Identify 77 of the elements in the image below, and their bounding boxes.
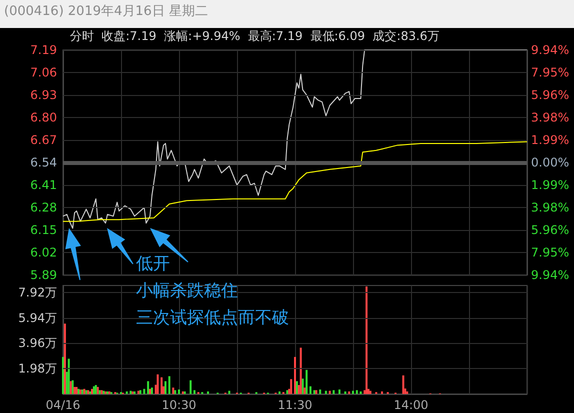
x-tick-label: 11:30: [278, 398, 312, 412]
bar: [92, 386, 95, 394]
bar: [290, 379, 292, 394]
y2-tick-label: 3.98%: [531, 110, 570, 124]
bar: [228, 390, 230, 394]
bar: [348, 391, 350, 394]
line-series: [62, 141, 528, 222]
bar: [160, 377, 163, 394]
x-tick-label: 10:30: [162, 398, 196, 412]
bar: [296, 381, 298, 394]
y2-tick-label: 7.95%: [531, 245, 570, 260]
annotation: 低开: [136, 253, 170, 275]
bar: [193, 390, 196, 394]
bar: [294, 356, 296, 394]
y-tick-label: 6.54: [30, 156, 57, 170]
y-tick-label: 6.93: [30, 88, 57, 102]
bar: [309, 386, 312, 394]
bar: [328, 390, 331, 394]
bar: [126, 391, 128, 394]
bar: [344, 391, 346, 394]
x-tick-label: 04/16: [46, 398, 80, 412]
y2-tick-label: 9.94%: [531, 43, 570, 57]
bar: [74, 386, 76, 394]
x-tick-label: 14:00: [394, 398, 428, 412]
bar: [143, 388, 146, 394]
y-tick-label: 7.92万: [18, 285, 57, 300]
bar: [402, 375, 404, 394]
y2-tick-label: 1.99%: [531, 132, 570, 147]
bar: [278, 391, 281, 394]
bar: [352, 390, 354, 394]
chart-title: (000416) 2019年4月16日 星期二: [0, 0, 574, 28]
bar: [356, 390, 358, 394]
bar: [172, 388, 174, 394]
line-series: [62, 50, 528, 229]
bar: [64, 324, 66, 394]
bar: [156, 374, 159, 394]
y-tick-label: 6.67: [30, 133, 57, 147]
y2-tick-label: 5.96%: [531, 222, 570, 237]
y2-tick-label: 0.00%: [531, 156, 570, 170]
bar: [178, 390, 180, 394]
bar: [381, 391, 383, 394]
y-tick-label: 3.96万: [18, 336, 57, 350]
bar: [332, 390, 335, 394]
y-tick-label: 5.94万: [18, 310, 57, 325]
annotation: 小幅杀跌稳住: [136, 280, 238, 302]
bar: [300, 348, 302, 394]
annotation: 三次试探低点而不破: [136, 307, 289, 329]
y-tick-label: 6.80: [30, 110, 57, 124]
y2-tick-label: 3.98%: [531, 200, 570, 215]
bar: [174, 390, 176, 394]
bar: [319, 390, 322, 394]
bar: [324, 390, 327, 394]
bar: [190, 380, 192, 394]
bar: [306, 370, 308, 394]
bar: [338, 390, 340, 394]
y-tick-label: 6.28: [30, 200, 57, 214]
bar: [62, 356, 64, 394]
bar: [366, 286, 368, 394]
y-tick-label: 6.41: [30, 178, 57, 192]
y-tick-label: 7.19: [30, 43, 57, 57]
bar: [207, 391, 209, 394]
y2-tick-label: 7.95%: [531, 66, 570, 80]
bar: [406, 391, 408, 394]
y-tick-label: 6.15: [30, 223, 57, 237]
y-tick-label: 7.06: [30, 66, 57, 80]
y2-tick-label: 5.96%: [531, 88, 570, 102]
bar: [360, 391, 362, 394]
y2-tick-label: 9.94%: [531, 268, 570, 282]
bar: [147, 381, 150, 394]
bar: [168, 376, 170, 394]
bar: [164, 381, 166, 394]
y-tick-label: 1.98万: [18, 362, 57, 376]
bar: [91, 388, 93, 394]
y2-tick-label: 1.99%: [531, 178, 570, 192]
y-tick-label: 6.02: [30, 246, 57, 260]
y-tick-label: 5.89: [30, 268, 57, 282]
chart-subtitle: 分时 收盘:7.19 涨幅:+9.94% 最高:7.19 最低:6.09 成交:83.6万: [70, 28, 440, 44]
